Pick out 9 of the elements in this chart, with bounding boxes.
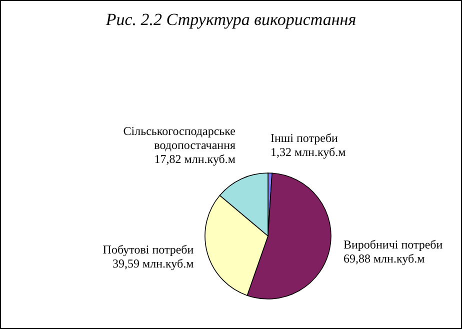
data-label: 17,82 млн.куб.м [154,152,236,166]
data-label: 1,32 млн.куб.м [270,145,346,160]
slice-label: Сільськогосподарське водопостачання [123,124,236,152]
slice-label: Інші потреби [270,131,339,146]
chart-title: Рис. 2.2 Структура використання [104,10,358,30]
slice-label: Побутові потреби [102,242,194,256]
data-label: 39,59 млн.куб.м [112,256,194,270]
slice-label: Виробничі потреби [343,237,444,252]
data-label: 69,88 млн.куб.м [343,251,426,266]
